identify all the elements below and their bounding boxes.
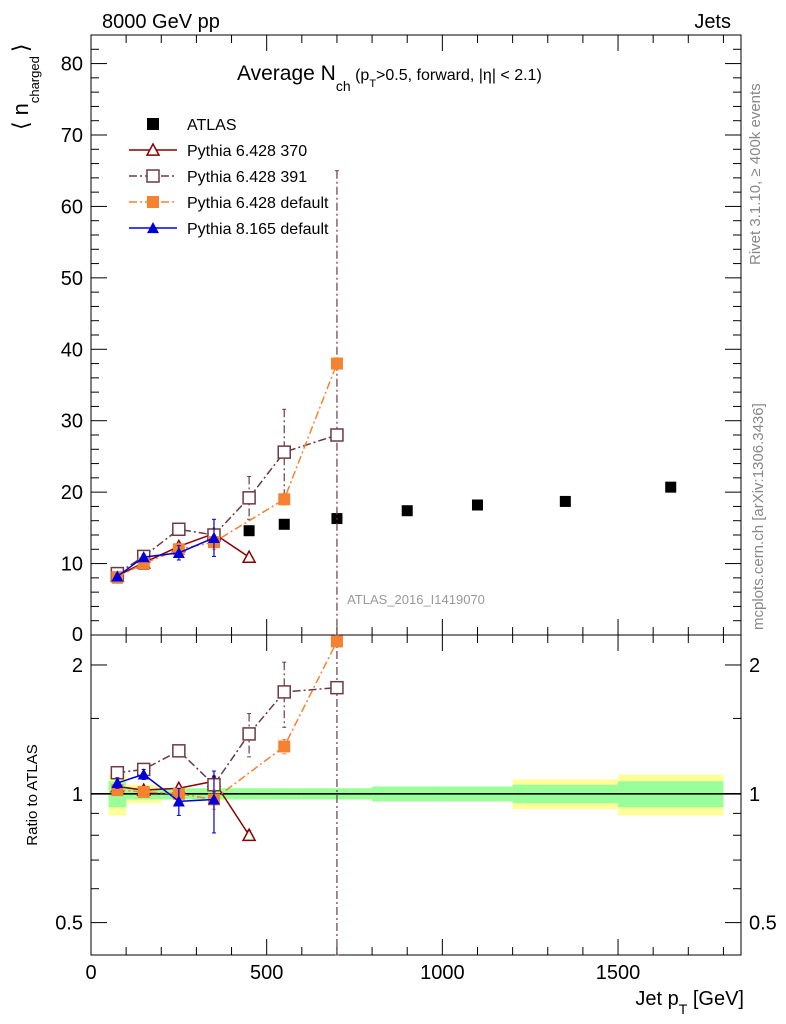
x-tick-label: 1500 <box>596 962 641 984</box>
ratio-panel-frame <box>90 634 742 956</box>
plot-title: Average Nch (pT>0.5, forward, |η| < 2.1) <box>237 62 542 94</box>
y-zero-tick-label: 0 <box>72 624 83 646</box>
ratio-tick-label: 1 <box>72 784 83 806</box>
category-label: Jets <box>694 11 731 33</box>
ratio-series-point <box>172 795 185 807</box>
ratio-series-point <box>330 680 344 695</box>
legend-label: Pythia 8.165 default <box>187 221 329 238</box>
main-series-point <box>172 546 185 558</box>
ratio-series-point <box>241 827 257 842</box>
atlas-data-point <box>243 525 255 537</box>
y-tick-label: 40 <box>61 339 83 361</box>
legend-marker <box>147 222 159 234</box>
main-series-point <box>277 445 291 459</box>
ratio-series-line <box>117 773 215 803</box>
ratio-tick-label: 0.5 <box>55 913 83 935</box>
ratio-tick-label: 2 <box>72 655 83 677</box>
ratio-tick-label-right: 0.5 <box>749 913 777 935</box>
legend-marker <box>147 196 159 208</box>
rivet-version-label: Rivet 3.1.10, ≥ 400k events <box>747 83 764 265</box>
ratio-series-point <box>277 685 291 699</box>
energy-label: 8000 GeV pp <box>102 11 220 33</box>
x-axis-label: Jet pT [GeV] <box>635 988 744 1017</box>
legend: ATLAS Pythia 6.428 370 Pythia 6.428 391 Pyt… <box>129 117 329 238</box>
x-tick-label: 500 <box>250 962 283 984</box>
legend-marker <box>147 118 159 130</box>
y-tick-label: 80 <box>61 54 83 76</box>
main-series-point <box>278 493 291 506</box>
ratio-tick-label-right: 1 <box>749 784 760 806</box>
ratio-series-point <box>330 635 343 648</box>
main-series-point <box>241 549 257 563</box>
ratio-tick-label-right: 2 <box>749 655 760 677</box>
main-series-point <box>330 357 343 370</box>
y-tick-label: 70 <box>61 125 83 147</box>
ratio-series-point <box>110 765 125 780</box>
legend-marker <box>146 169 160 183</box>
atlas-data-point <box>665 481 677 493</box>
y-tick-label: 50 <box>61 268 83 290</box>
analysis-watermark: ATLAS_2016_I1419070 <box>347 592 485 607</box>
atlas-data-point <box>278 518 290 530</box>
ratio-series-point <box>207 793 220 805</box>
y-tick-label: 60 <box>61 196 83 218</box>
x-tick-label: 0 <box>85 962 96 984</box>
main-series-point <box>242 491 256 505</box>
ratio-series-point <box>172 744 186 758</box>
atlas-data-point <box>401 505 413 517</box>
legend-label: Pythia 6.428 391 <box>187 169 307 186</box>
main-series-point <box>111 570 124 582</box>
ratio-series-point <box>278 740 291 753</box>
y-tick-label: 10 <box>61 554 83 576</box>
legend-label: Pythia 6.428 370 <box>187 143 307 160</box>
ratio-series-point <box>242 727 256 741</box>
mcplots-label: mcplots.cern.ch [arXiv:1306.3436] <box>750 403 767 630</box>
y-tick-label: 20 <box>61 482 83 504</box>
legend-label: Pythia 6.428 default <box>187 195 329 212</box>
main-series-point <box>137 551 150 563</box>
legend-label: ATLAS <box>187 117 237 134</box>
main-series-point <box>207 531 220 543</box>
main-series-line <box>116 537 215 578</box>
ratio-series-point <box>111 776 124 789</box>
main-series-point <box>330 428 344 442</box>
atlas-data-point <box>471 499 483 511</box>
y-tick-label: 30 <box>61 411 83 433</box>
main-series-line <box>117 363 338 578</box>
main-series-point <box>172 522 186 537</box>
ratio-axis-label: Ratio to ATLAS <box>24 744 41 845</box>
atlas-data-point <box>559 495 571 507</box>
ratio-series-point <box>137 768 150 780</box>
ratio-series-point <box>137 785 150 798</box>
y-axis-label: ⟨ncharged⟩ <box>8 44 42 130</box>
legend-marker <box>145 142 161 156</box>
x-tick-label: 1000 <box>420 962 465 984</box>
